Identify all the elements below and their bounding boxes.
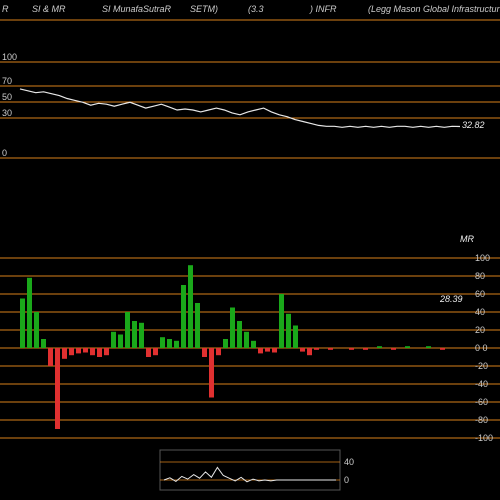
bottom-grid-label: -40	[475, 379, 488, 389]
mr-bar	[62, 348, 67, 359]
mr-bar	[174, 341, 179, 348]
mr-bar	[363, 348, 368, 350]
mr-value: 28.39	[439, 294, 463, 304]
mr-bar	[265, 348, 270, 352]
mr-bar	[125, 312, 130, 348]
mr-label: MR	[460, 234, 474, 244]
mr-bar	[20, 299, 25, 349]
top-grid-label: 100	[2, 52, 17, 62]
mr-bar	[48, 348, 53, 366]
bottom-grid-label: -60	[475, 397, 488, 407]
mr-bar	[132, 321, 137, 348]
top-grid-label: 70	[2, 76, 12, 86]
bottom-grid-label: 40	[475, 307, 485, 317]
header-item: (3.3	[248, 4, 264, 14]
bottom-grid-label: 0 0	[475, 343, 488, 353]
mr-bar	[118, 335, 123, 349]
mr-bar	[314, 348, 319, 350]
mr-bar	[272, 348, 277, 353]
mr-bar	[307, 348, 312, 355]
bg	[0, 0, 500, 500]
mr-bar	[440, 348, 445, 350]
header-item: SI & MR	[32, 4, 66, 14]
mr-bar	[209, 348, 214, 398]
mr-bar	[27, 278, 32, 348]
mr-bar	[391, 348, 396, 350]
bottom-grid-label: 100	[475, 253, 490, 263]
header-item: R	[2, 4, 9, 14]
mini-grid-label: 0	[344, 475, 349, 485]
top-grid-label: 50	[2, 92, 12, 102]
mr-bar	[293, 326, 298, 349]
header-item: (Legg Mason Global Infrastructure ET	[368, 4, 500, 14]
mr-bar	[55, 348, 60, 429]
header-item: ) INFR	[309, 4, 337, 14]
mr-bar	[258, 348, 263, 353]
mr-bar	[279, 294, 284, 348]
mr-bar	[167, 339, 172, 348]
chart-root: R SI & MR SI MunafaSutraR SETM) (3.3 ) INFR (L…	[0, 0, 500, 500]
mr-bar	[76, 348, 81, 353]
mr-bar	[195, 303, 200, 348]
header-item: SETM)	[190, 4, 218, 14]
mr-bar	[237, 321, 242, 348]
top-grid-label: 30	[2, 108, 12, 118]
mr-bar	[377, 346, 382, 348]
mini-grid-label: 40	[344, 457, 354, 467]
mr-bar	[216, 348, 221, 355]
top-grid-label: 0	[2, 148, 7, 158]
mr-bar	[83, 348, 88, 353]
mr-bar	[41, 339, 46, 348]
header-item: SI MunafaSutraR	[102, 4, 172, 14]
mr-bar	[286, 314, 291, 348]
mr-bar	[405, 346, 410, 348]
bottom-grid-label: 80	[475, 271, 485, 281]
mr-bar	[300, 348, 305, 352]
bottom-grid-label: 60	[475, 289, 485, 299]
mr-bar	[244, 332, 249, 348]
mr-bar	[349, 348, 354, 350]
bottom-grid-label: -80	[475, 415, 488, 425]
mr-bar	[90, 348, 95, 355]
mr-bar	[188, 265, 193, 348]
bottom-grid-label: 20	[475, 325, 485, 335]
mr-bar	[153, 348, 158, 355]
bottom-grid-label: -100	[475, 433, 493, 443]
mr-bar	[111, 332, 116, 348]
rsi-value: 32.82	[462, 120, 485, 130]
mr-bar	[97, 348, 102, 357]
mr-bar	[146, 348, 151, 357]
mr-bar	[69, 348, 74, 355]
bottom-grid-label: -20	[475, 361, 488, 371]
mr-bar	[230, 308, 235, 349]
mr-bar	[181, 285, 186, 348]
mr-bar	[34, 312, 39, 348]
mr-bar	[328, 348, 333, 350]
mr-bar	[104, 348, 109, 355]
mr-bar	[160, 337, 165, 348]
mr-bar	[223, 339, 228, 348]
chart-svg: R SI & MR SI MunafaSutraR SETM) (3.3 ) INFR (L…	[0, 0, 500, 500]
mr-bar	[139, 323, 144, 348]
mr-bar	[426, 346, 431, 348]
mr-bar	[202, 348, 207, 357]
mr-bar	[251, 341, 256, 348]
